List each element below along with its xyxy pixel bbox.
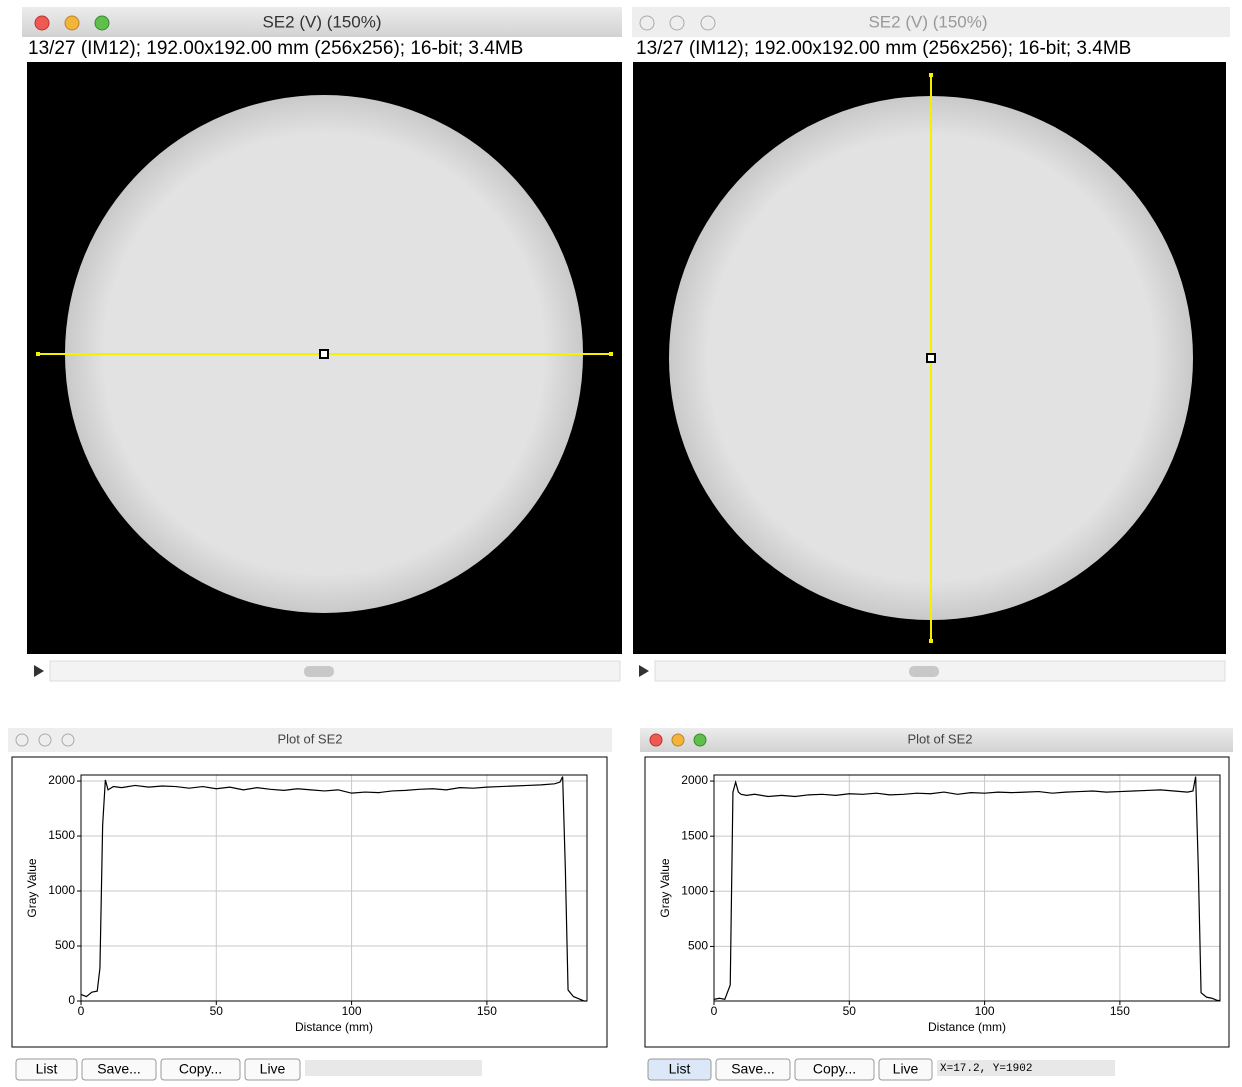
x-tick-label: 150: [477, 1004, 497, 1018]
x-tick-label: 100: [342, 1004, 362, 1018]
y-tick-label: 1500: [48, 828, 75, 842]
zoom-button[interactable]: [694, 734, 706, 746]
window-title: Plot of SE2: [907, 731, 972, 746]
y-tick-label: 1500: [681, 828, 708, 842]
y-tick-label: 500: [688, 939, 708, 953]
status-text: X=17.2, Y=1902: [940, 1063, 1032, 1075]
slice-scrollbar[interactable]: [50, 661, 620, 681]
window-title: SE2 (V) (150%): [868, 12, 987, 31]
x-tick-label: 100: [975, 1004, 995, 1018]
handle[interactable]: [36, 352, 40, 356]
handle[interactable]: [929, 73, 933, 77]
scroll-thumb[interactable]: [909, 666, 939, 677]
play-button[interactable]: [34, 665, 44, 677]
zoom-button[interactable]: [95, 16, 109, 30]
window-title: SE2 (V) (150%): [262, 12, 381, 31]
x-tick-label: 150: [1110, 1004, 1130, 1018]
button-label[interactable]: List: [36, 1061, 58, 1077]
status-field: [305, 1060, 482, 1076]
image-info: 13/27 (IM12); 192.00x192.00 mm (256x256)…: [636, 38, 1131, 59]
window-title: Plot of SE2: [277, 731, 342, 746]
x-tick-label: 0: [711, 1004, 718, 1018]
button-label[interactable]: Save...: [97, 1061, 141, 1077]
minimize-button[interactable]: [672, 734, 684, 746]
button-label[interactable]: Live: [260, 1061, 286, 1077]
button-label[interactable]: Copy...: [813, 1061, 856, 1077]
scroll-thumb[interactable]: [304, 666, 334, 677]
close-button[interactable]: [650, 734, 662, 746]
y-axis-label: Gray Value: [25, 858, 39, 917]
x-axis-label: Distance (mm): [295, 1020, 373, 1034]
x-tick-label: 50: [843, 1004, 857, 1018]
y-tick-label: 0: [68, 993, 75, 1007]
y-tick-label: 1000: [681, 883, 708, 897]
slice-scrollbar[interactable]: [655, 661, 1225, 681]
image-info: 13/27 (IM12); 192.00x192.00 mm (256x256)…: [28, 38, 523, 59]
button-label[interactable]: Save...: [731, 1061, 775, 1077]
button-label[interactable]: Copy...: [179, 1061, 222, 1077]
handle[interactable]: [609, 352, 613, 356]
button-label[interactable]: List: [669, 1061, 691, 1077]
button-label[interactable]: Live: [893, 1061, 919, 1077]
y-tick-label: 1000: [48, 883, 75, 897]
image-window: SE2 (V) (150%) 13/27 (IM12); 192.00x192.…: [632, 7, 1230, 681]
play-button[interactable]: [639, 665, 649, 677]
minimize-button[interactable]: [65, 16, 79, 30]
x-tick-label: 0: [78, 1004, 85, 1018]
y-tick-label: 2000: [48, 773, 75, 787]
y-axis-label: Gray Value: [658, 858, 672, 917]
screen: SE2 (V) (150%) 13/27 (IM12); 192.00x192.…: [0, 0, 1242, 1082]
handle[interactable]: [927, 354, 935, 362]
x-tick-label: 50: [210, 1004, 224, 1018]
x-axis-label: Distance (mm): [928, 1020, 1006, 1034]
image-window: SE2 (V) (150%) 13/27 (IM12); 192.00x192.…: [22, 7, 622, 681]
y-tick-label: 2000: [681, 773, 708, 787]
close-button[interactable]: [35, 16, 49, 30]
y-tick-label: 500: [55, 938, 75, 952]
handle[interactable]: [929, 639, 933, 643]
handle[interactable]: [320, 350, 328, 358]
